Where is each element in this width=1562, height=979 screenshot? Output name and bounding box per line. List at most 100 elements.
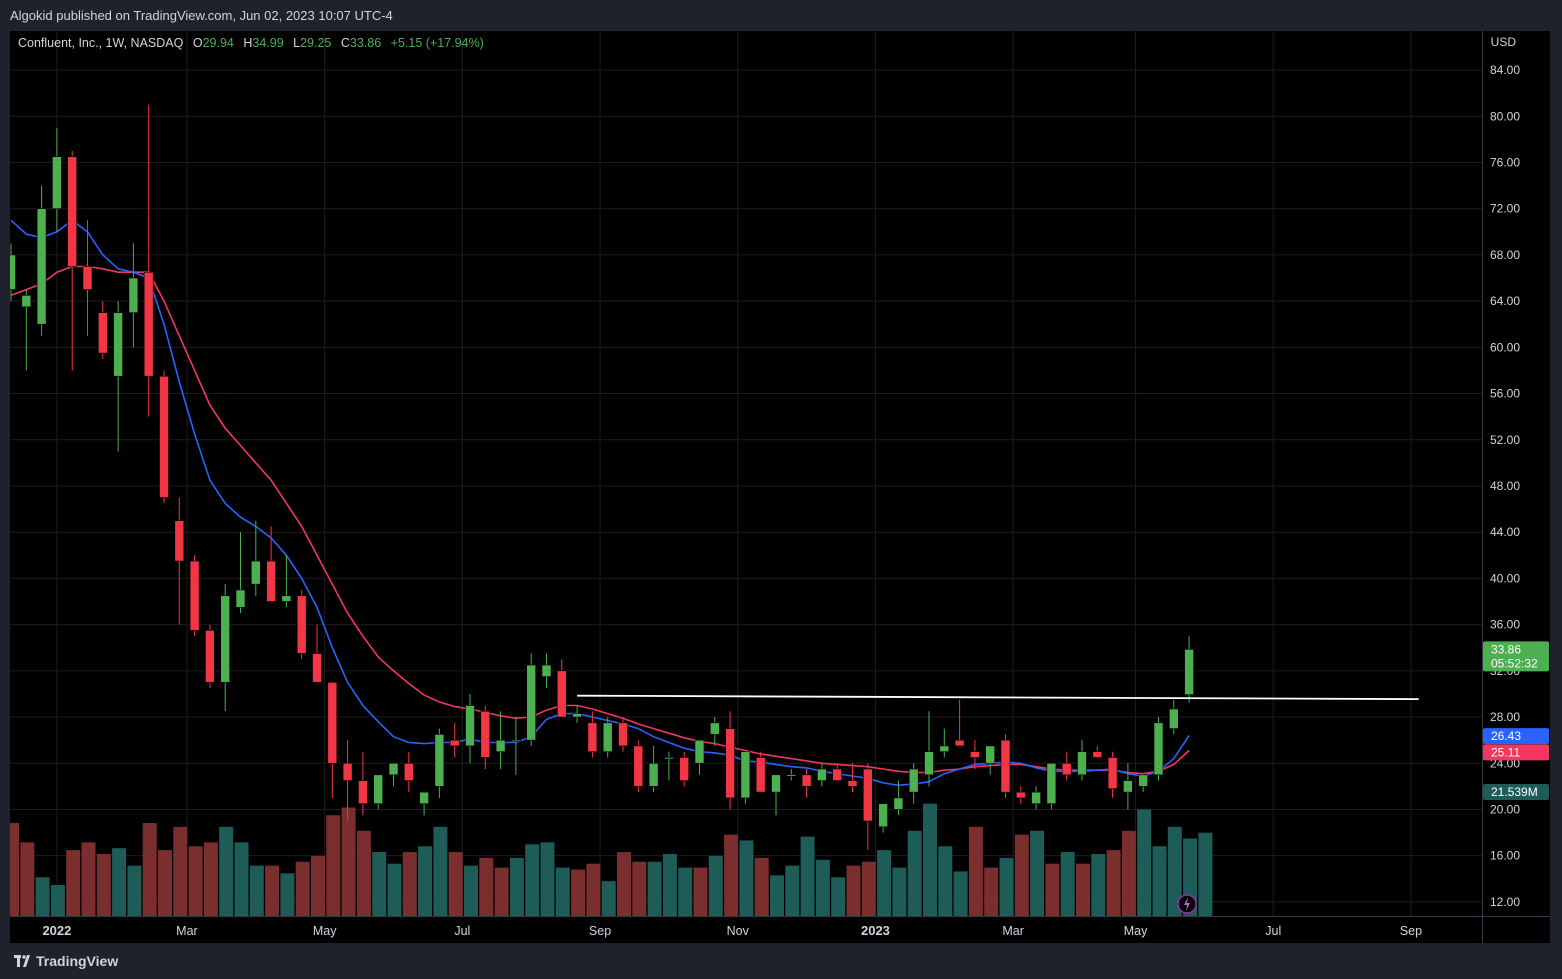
volume-bar bbox=[693, 867, 708, 916]
volume-bar bbox=[464, 865, 478, 916]
candle bbox=[205, 624, 215, 689]
candle bbox=[251, 520, 261, 596]
candle-body bbox=[985, 745, 996, 764]
candle-body bbox=[755, 757, 766, 793]
candle bbox=[862, 763, 873, 850]
candle bbox=[98, 301, 108, 359]
low-value: 29.25 bbox=[300, 36, 332, 50]
time-tick-label: Mar bbox=[1002, 924, 1024, 938]
candle-body bbox=[1077, 751, 1087, 776]
candle-body bbox=[113, 312, 123, 377]
volume-bar bbox=[50, 885, 65, 916]
volume-bar bbox=[203, 842, 218, 916]
volume-bar bbox=[724, 834, 739, 916]
time-tick-label: 2022 bbox=[42, 923, 71, 938]
candle bbox=[36, 185, 47, 336]
candle-series bbox=[10, 104, 1194, 850]
candle-body bbox=[98, 312, 108, 354]
volume-bar bbox=[1014, 834, 1029, 916]
candle-body bbox=[1138, 774, 1148, 787]
candle-body bbox=[205, 630, 215, 683]
volume-bar bbox=[662, 854, 677, 916]
ema-slow-label: 25.11 bbox=[1483, 744, 1549, 761]
candle-body bbox=[618, 722, 628, 747]
candle bbox=[67, 150, 78, 371]
volume-bar bbox=[968, 826, 983, 916]
candle bbox=[281, 555, 292, 608]
volume-bar bbox=[509, 857, 524, 916]
price-tick-label: 48.00 bbox=[1490, 479, 1520, 493]
candle-body bbox=[465, 705, 475, 747]
volume-bar bbox=[861, 861, 876, 916]
candle-body bbox=[526, 664, 537, 741]
candle bbox=[1138, 774, 1148, 793]
candle bbox=[939, 728, 950, 758]
candle-body bbox=[572, 713, 582, 718]
candle-body bbox=[388, 762, 399, 776]
candle bbox=[556, 659, 567, 718]
candle bbox=[893, 780, 904, 816]
volume-bar bbox=[632, 861, 647, 916]
candle bbox=[465, 693, 475, 764]
candle-body bbox=[694, 739, 705, 764]
candle-body bbox=[434, 734, 445, 787]
volume-bar bbox=[127, 865, 142, 916]
candle-body bbox=[67, 156, 78, 267]
candle bbox=[52, 127, 62, 232]
volume-label-bg bbox=[1483, 784, 1549, 800]
footer-brand[interactable]: TradingView bbox=[14, 953, 118, 969]
volume-bar bbox=[1091, 854, 1106, 916]
candle-body bbox=[296, 595, 307, 654]
resistance-line[interactable] bbox=[577, 694, 1419, 701]
volume-bar bbox=[1045, 863, 1060, 916]
symbol-legend: Confluent, Inc., 1W, NASDAQ O29.94 H34.9… bbox=[18, 36, 484, 50]
volume-bar bbox=[540, 842, 555, 916]
time-tick-label: May bbox=[1124, 924, 1148, 938]
volume-bar bbox=[326, 815, 341, 916]
last-price-label-text: 05:52:32 bbox=[1491, 656, 1538, 670]
time-tick-label: May bbox=[313, 924, 337, 938]
candle bbox=[358, 751, 368, 816]
ema-fast-label: 26.43 bbox=[1483, 728, 1549, 745]
candle bbox=[449, 722, 460, 758]
volume-bar bbox=[280, 873, 295, 916]
candle-body bbox=[924, 751, 934, 776]
candle-body bbox=[648, 762, 659, 787]
candle-body bbox=[281, 595, 292, 602]
candle bbox=[128, 243, 139, 348]
volume-bar bbox=[1076, 863, 1090, 916]
change-value: +5.15 (+17.94%) bbox=[390, 36, 484, 50]
volume-bar bbox=[984, 867, 999, 916]
candle bbox=[832, 763, 843, 781]
candle bbox=[648, 745, 659, 793]
candle bbox=[740, 751, 751, 804]
candle bbox=[1184, 636, 1194, 703]
volume-bar bbox=[1121, 830, 1136, 916]
candle bbox=[970, 740, 980, 770]
close-label: C bbox=[340, 36, 350, 50]
candle-body bbox=[511, 739, 521, 742]
volume-bar bbox=[219, 826, 234, 916]
price-tick-label: 40.00 bbox=[1490, 571, 1520, 585]
candle bbox=[664, 751, 674, 781]
volume-bar bbox=[311, 855, 325, 916]
volume-series bbox=[10, 803, 1213, 916]
high-label: H bbox=[243, 36, 253, 50]
currency-label[interactable]: USD bbox=[1490, 35, 1516, 49]
price-axis[interactable]: 84.00 80.00 76.00 72.00 68.00 64.00 60.00 56.00… bbox=[1490, 63, 1520, 909]
lightning-icon[interactable] bbox=[1177, 894, 1197, 914]
time-axis[interactable]: 2022 Mar May Jul Sep Nov 2023 Mar May Jul Sep bbox=[42, 923, 1422, 938]
volume-bar bbox=[1152, 846, 1167, 916]
price-chart[interactable]: 84.00 80.00 76.00 72.00 68.00 64.00 60.00 56.00… bbox=[10, 31, 1550, 943]
volume-bar bbox=[678, 867, 693, 916]
candle-body bbox=[373, 774, 384, 804]
candle bbox=[847, 763, 858, 793]
volume-bar bbox=[571, 869, 586, 916]
candle bbox=[541, 653, 552, 689]
open-label: O bbox=[192, 36, 203, 50]
candle bbox=[21, 289, 32, 371]
chart-pane[interactable]: 84.00 80.00 76.00 72.00 68.00 64.00 60.00 56.00… bbox=[10, 31, 1550, 943]
volume-bar bbox=[846, 865, 861, 916]
candle bbox=[1123, 763, 1133, 810]
candle bbox=[954, 699, 965, 747]
